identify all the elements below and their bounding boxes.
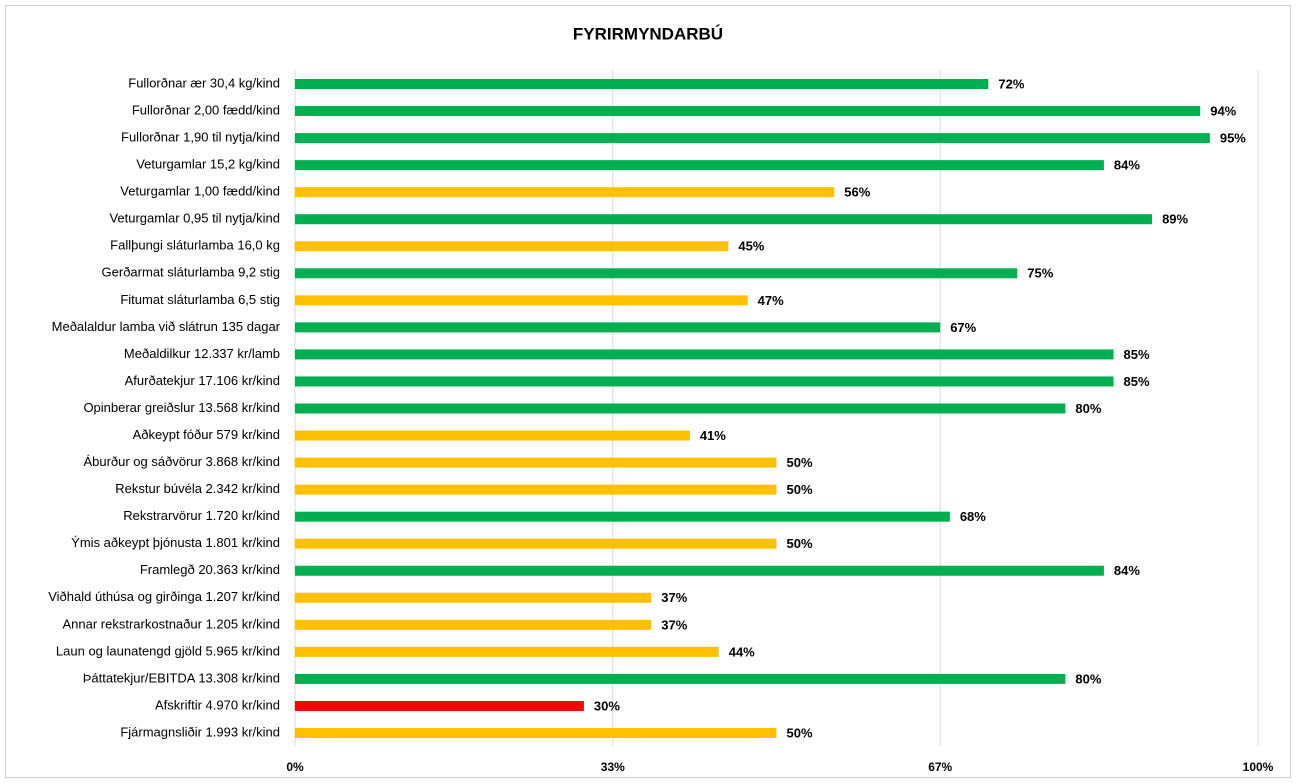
- y-tick-label: Aðkeypt fóður 579 kr/kind: [133, 427, 280, 442]
- y-tick-label: Fjármagnsliðir 1.993 kr/kind: [120, 724, 280, 739]
- data-label: 50%: [787, 725, 813, 740]
- x-tick-label: 100%: [1243, 760, 1274, 774]
- data-label: 84%: [1114, 158, 1140, 173]
- data-label: 68%: [960, 509, 986, 524]
- y-tick-label: Framlegð 20.363 kr/kind: [140, 562, 280, 577]
- bar: [295, 349, 1114, 360]
- bar: [295, 106, 1201, 117]
- bar: [295, 214, 1153, 225]
- y-tick-label: Ýmis aðkeypt þjónusta 1.801 kr/kind: [71, 535, 280, 550]
- data-label: 84%: [1114, 563, 1140, 578]
- bar: [295, 403, 1066, 414]
- bar: [295, 295, 748, 306]
- data-label: 80%: [1075, 401, 1101, 416]
- bar: [295, 133, 1210, 144]
- data-label: 89%: [1162, 212, 1188, 227]
- y-tick-label: Áburður og sáðvörur 3.868 kr/kind: [83, 454, 280, 469]
- data-label: 47%: [758, 293, 784, 308]
- y-tick-label: Meðalaldur lamba við slátrun 135 dagar: [52, 319, 281, 334]
- y-tick-label: Rekstrarvörur 1.720 kr/kind: [123, 508, 280, 523]
- bar: [295, 322, 941, 333]
- y-tick-label: Annar rekstrarkostnaður 1.205 kr/kind: [63, 616, 281, 631]
- data-label: 45%: [738, 239, 764, 254]
- data-label: 37%: [661, 617, 687, 632]
- bar: [295, 565, 1104, 576]
- bar: [295, 619, 652, 630]
- bar: [295, 700, 584, 711]
- y-tick-label: Fullorðnar ær 30,4 kg/kind: [128, 75, 280, 90]
- chart-title: FYRIRMYNDARBÚ: [573, 24, 723, 43]
- y-tick-label: Þáttatekjur/EBITDA 13.308 kr/kind: [83, 670, 280, 685]
- bar: [295, 673, 1066, 684]
- y-tick-label: Fallþungi sláturlamba 16,0 kg: [110, 238, 280, 253]
- bar: [295, 484, 777, 495]
- y-tick-label: Rekstur búvéla 2.342 kr/kind: [115, 481, 280, 496]
- data-label: 50%: [787, 536, 813, 551]
- y-tick-label: Afskriftir 4.970 kr/kind: [155, 697, 280, 712]
- bar: [295, 728, 777, 738]
- data-label: 56%: [844, 185, 870, 200]
- bar: [295, 646, 719, 657]
- data-label: 50%: [787, 482, 813, 497]
- data-label: 41%: [700, 428, 726, 443]
- data-label: 80%: [1075, 671, 1101, 686]
- bar: [295, 430, 690, 441]
- x-tick-label: 0%: [286, 760, 304, 774]
- y-tick-label: Fullorðnar 2,00 fædd/kind: [132, 102, 280, 117]
- y-tick-label: Veturgamlar 15,2 kg/kind: [136, 157, 280, 172]
- bar: [295, 241, 729, 252]
- x-tick-label: 67%: [928, 760, 952, 774]
- data-label: 44%: [729, 644, 755, 659]
- bar: [295, 268, 1018, 279]
- bar: [295, 592, 652, 603]
- bar: [295, 79, 989, 89]
- data-label: 50%: [787, 455, 813, 470]
- y-tick-label: Meðaldilkur 12.337 kr/lamb: [124, 346, 280, 361]
- bar: [295, 376, 1114, 387]
- data-label: 67%: [950, 320, 976, 335]
- y-tick-label: Gerðarmat sláturlamba 9,2 stig: [102, 265, 280, 280]
- bar: [295, 538, 777, 549]
- data-label: 75%: [1027, 266, 1053, 281]
- data-label: 37%: [661, 590, 687, 605]
- chart-border: [5, 5, 1291, 778]
- y-tick-label: Veturgamlar 0,95 til nytja/kind: [109, 211, 280, 226]
- y-tick-label: Afurðatekjur 17.106 kr/kind: [125, 373, 280, 388]
- bar: [295, 160, 1104, 171]
- y-tick-label: Laun og launatengd gjöld 5.965 kr/kind: [56, 643, 280, 658]
- data-label: 72%: [998, 76, 1024, 91]
- y-tick-label: Veturgamlar 1,00 fædd/kind: [120, 184, 280, 199]
- data-label: 85%: [1124, 347, 1150, 362]
- data-label: 95%: [1220, 131, 1246, 146]
- bar: [295, 457, 777, 468]
- bar: [295, 187, 835, 198]
- y-tick-label: Fullorðnar 1,90 til nytja/kind: [121, 130, 280, 145]
- data-label: 85%: [1124, 374, 1150, 389]
- y-tick-label: Opinberar greiðslur 13.568 kr/kind: [83, 400, 280, 415]
- data-label: 30%: [594, 698, 620, 713]
- x-tick-label: 33%: [601, 760, 625, 774]
- data-label: 94%: [1210, 103, 1236, 118]
- y-tick-label: Viðhald úthúsa og girðinga 1.207 kr/kind: [48, 589, 280, 604]
- bar: [295, 511, 950, 522]
- y-tick-label: Fitumat sláturlamba 6,5 stig: [120, 292, 280, 307]
